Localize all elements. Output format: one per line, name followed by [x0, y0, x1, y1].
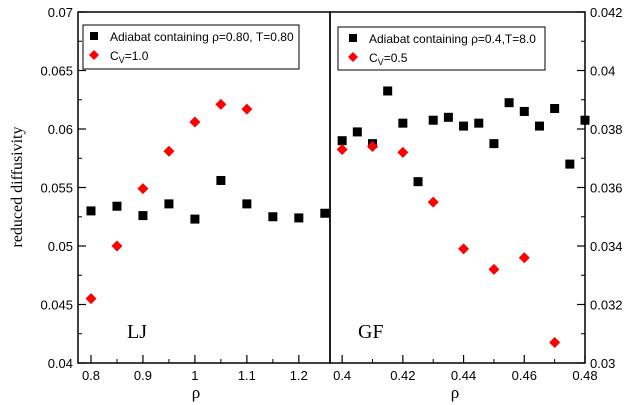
- panel-label-lj: LJ: [127, 321, 147, 343]
- data-point-square-lj: [320, 208, 330, 218]
- x-axis-label-gf: ρ: [451, 383, 459, 402]
- x-tick-label-gf: 0.44: [451, 368, 476, 383]
- data-point-diamond-lj: [189, 116, 201, 128]
- x-tick-label-gf: 0.46: [512, 368, 537, 383]
- data-point-square-lj: [190, 214, 200, 224]
- data-point-diamond-lj: [85, 293, 97, 305]
- data-point-diamond-lj: [163, 145, 175, 157]
- x-axis-label-lj: ρ: [192, 383, 200, 402]
- marks-lj: [85, 98, 330, 305]
- legend-marker-square-gf: [349, 34, 357, 42]
- legend-marker-square-lj: [90, 32, 98, 40]
- data-point-square-gf: [565, 159, 575, 169]
- legend-box-gf: [337, 26, 546, 71]
- data-point-square-gf: [550, 104, 560, 114]
- data-point-square-gf: [474, 118, 484, 128]
- data-point-square-gf: [352, 127, 362, 137]
- y-tick-label-gf: 0.042: [590, 5, 623, 20]
- y-axis-label: reduced diffusivity: [9, 126, 26, 247]
- data-point-square-gf: [428, 115, 438, 125]
- data-point-square-gf: [337, 136, 347, 146]
- legend-gf: Adiabat containing ρ=0.4,T=8.0 CV=0.5: [337, 26, 546, 71]
- data-point-square-gf: [489, 139, 499, 149]
- y-tick-label-gf: 0.032: [590, 298, 623, 313]
- data-point-square-gf: [383, 86, 393, 96]
- data-point-square-gf: [580, 115, 590, 125]
- data-point-square-lj: [138, 211, 148, 221]
- data-point-square-lj: [294, 213, 304, 223]
- legend-marker-diamond-lj: [89, 50, 99, 60]
- axes-lj: 0.8 0.9 1 1.1 1.2 0.04 0.045 0.05 0.055 0.06 0.065…: [40, 5, 307, 383]
- data-point-square-gf: [519, 106, 529, 116]
- x-tick-label-lj: 1.2: [290, 368, 308, 383]
- y-tick-label-lj: 0.06: [48, 122, 73, 137]
- data-point-diamond-gf: [397, 146, 409, 158]
- y-tick-label-gf: 0.038: [590, 122, 623, 137]
- y-tick-label-lj: 0.065: [40, 64, 73, 79]
- axes-gf: 0.4 0.42 0.44 0.46 0.480.03 0.032 0.034 0.036 0.…: [333, 5, 622, 383]
- legend-box-lj: [82, 24, 300, 70]
- data-point-square-lj: [268, 212, 278, 222]
- y-tick-label-lj: 0.045: [40, 298, 73, 313]
- data-point-diamond-gf: [518, 252, 530, 264]
- data-point-square-lj: [216, 175, 226, 185]
- legend-label-cv-gf: CV=0.5: [369, 51, 408, 67]
- x-tick-label-lj: 0.8: [82, 368, 100, 383]
- data-point-diamond-gf: [427, 196, 439, 208]
- data-point-square-gf: [443, 112, 453, 122]
- data-point-square-gf: [504, 98, 514, 108]
- x-tick-label-lj: 1.1: [238, 368, 256, 383]
- x-tick-label-gf: 0.48: [572, 368, 597, 383]
- legend-lj: Adiabat containing ρ=0.80, T=0.80 CV=1.0: [82, 24, 300, 70]
- data-point-diamond-lj: [137, 183, 149, 195]
- y-tick-label-gf: 0.04: [590, 64, 615, 79]
- legend-label-cv-lj: CV=1.0: [110, 49, 149, 65]
- data-point-diamond-gf: [458, 243, 470, 255]
- y-tick-label-gf: 0.03: [590, 356, 615, 371]
- y-tick-label-lj: 0.05: [48, 239, 73, 254]
- y-tick-label-gf: 0.034: [590, 239, 623, 254]
- data-point-square-gf: [413, 177, 423, 187]
- x-tick-label-gf: 0.42: [390, 368, 415, 383]
- data-point-square-lj: [112, 201, 122, 211]
- data-point-square-gf: [398, 118, 408, 128]
- y-tick-label-lj: 0.04: [48, 356, 73, 371]
- data-point-diamond-gf: [549, 337, 561, 349]
- marks-gf: [336, 86, 590, 349]
- x-tick-label-lj: 0.9: [134, 368, 152, 383]
- data-point-diamond-lj: [241, 103, 253, 115]
- data-point-square-lj: [164, 199, 174, 209]
- y-tick-label-lj: 0.055: [40, 181, 73, 196]
- panel-label-gf: GF: [358, 321, 384, 343]
- legend-marker-diamond-gf: [348, 52, 358, 62]
- data-point-square-lj: [86, 206, 96, 216]
- data-point-diamond-gf: [367, 141, 378, 153]
- x-tick-label-lj: 1: [191, 368, 198, 383]
- data-point-diamond-lj: [215, 98, 227, 110]
- data-point-square-lj: [242, 199, 252, 209]
- legend-label-adiabat-lj: Adiabat containing ρ=0.80, T=0.80: [110, 30, 294, 44]
- legend-label-adiabat-gf: Adiabat containing ρ=0.4,T=8.0: [369, 32, 536, 46]
- data-point-square-gf: [534, 121, 544, 131]
- data-point-diamond-lj: [111, 240, 123, 252]
- y-tick-label-lj: 0.07: [48, 5, 73, 20]
- data-point-diamond-gf: [488, 263, 500, 275]
- data-point-square-gf: [459, 121, 469, 131]
- y-tick-label-gf: 0.036: [590, 181, 623, 196]
- data-point-diamond-gf: [336, 143, 348, 155]
- x-tick-label-gf: 0.4: [333, 368, 351, 383]
